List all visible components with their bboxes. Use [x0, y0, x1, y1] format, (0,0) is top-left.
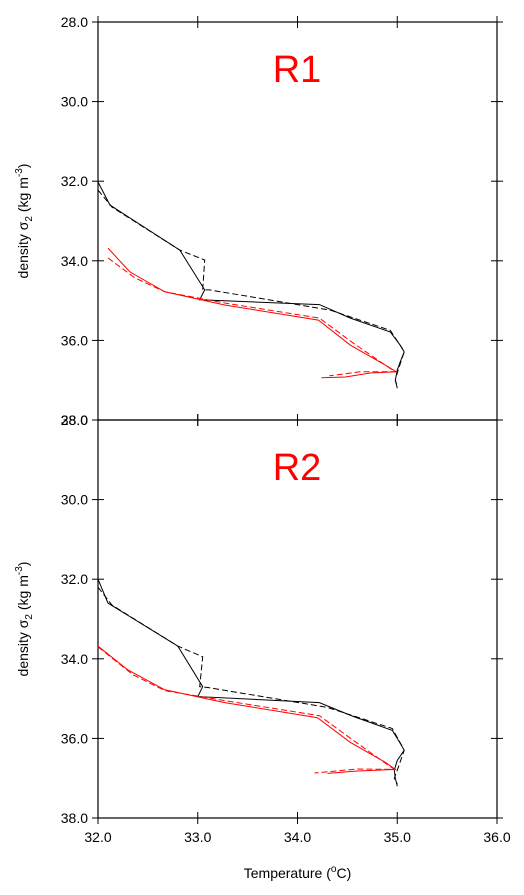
- y-tick-label: 32.0: [61, 571, 88, 587]
- y-axis-label-part: 2: [24, 216, 35, 222]
- data-line: [97, 645, 397, 774]
- y-axis-label-part: -3: [14, 168, 25, 177]
- y-axis-label: density σ2 (kg m-3): [14, 562, 35, 677]
- x-axis-label-part: Temperature (: [244, 865, 331, 881]
- y-tick-label: 36.0: [61, 730, 88, 746]
- y-tick-label: 28.0: [61, 14, 88, 30]
- data-line: [97, 579, 405, 787]
- panel-title: R2: [273, 447, 322, 489]
- data-line: [97, 189, 405, 387]
- y-tick-label: 38.0: [61, 810, 88, 826]
- x-tick-label: 33.0: [184, 829, 211, 845]
- y-axis-label-part: ): [15, 164, 31, 169]
- y-tick-label: 30.0: [61, 94, 88, 110]
- y-axis-label-part: density σ: [15, 619, 31, 676]
- x-axis-label-part: o: [331, 864, 337, 875]
- y-axis-label-part: density σ: [15, 221, 31, 278]
- x-axis-label-part: C): [336, 865, 351, 881]
- data-line: [107, 257, 397, 377]
- y-axis-label-part: (kg m: [15, 575, 31, 614]
- data-line: [107, 247, 398, 379]
- y-tick-label: 34.0: [61, 651, 88, 667]
- y-tick-label: 32.0: [61, 173, 88, 189]
- x-tick-label: 36.0: [483, 829, 510, 845]
- y-tick-label: 30.0: [61, 492, 88, 508]
- data-line: [97, 181, 405, 389]
- y-axis-label: density σ2 (kg m-3): [14, 164, 35, 279]
- y-axis-label-part: (kg m: [15, 177, 31, 216]
- y-axis-label-part: 2: [24, 614, 35, 620]
- y-tick-label: 28.0: [61, 412, 88, 428]
- y-tick-label: 34.0: [61, 253, 88, 269]
- y-tick-label: 36.0: [61, 332, 88, 348]
- x-axis-label: Temperature (oC): [244, 864, 352, 881]
- y-axis-label-part: -3: [14, 566, 25, 575]
- data-line: [97, 586, 405, 785]
- x-tick-label: 34.0: [284, 829, 311, 845]
- x-tick-label: 32.0: [84, 829, 111, 845]
- y-tick-label: 38.0: [61, 412, 88, 428]
- y-axis-label-part: ): [15, 562, 31, 567]
- data-line: [97, 646, 396, 774]
- panel-title: R1: [273, 49, 322, 91]
- x-tick-label: 35.0: [384, 829, 411, 845]
